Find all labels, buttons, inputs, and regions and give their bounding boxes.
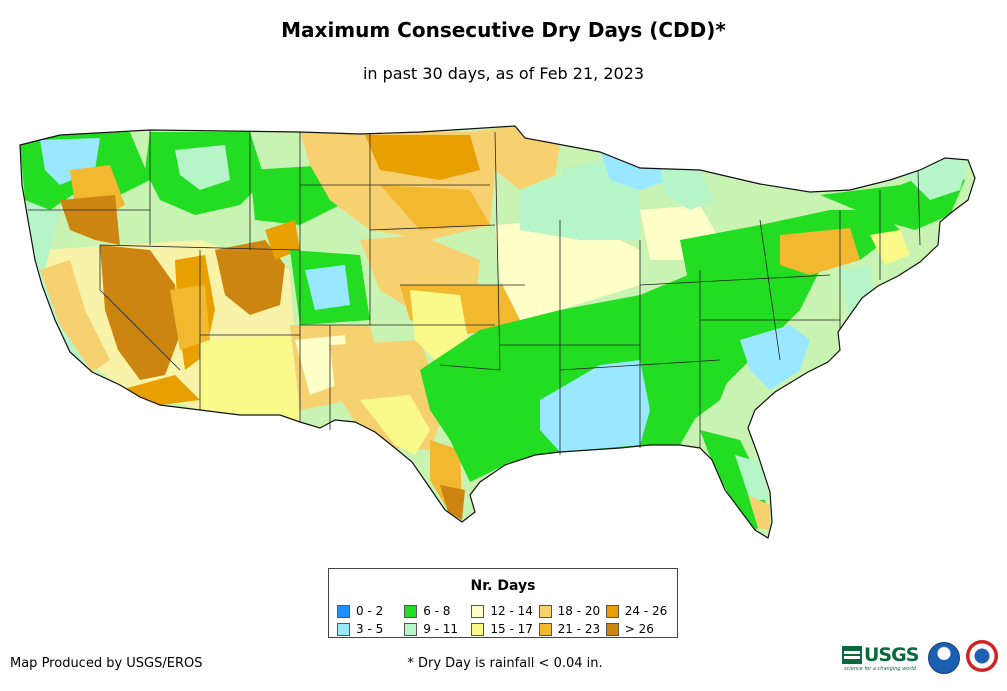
legend-item: > 26 bbox=[605, 621, 673, 637]
legend-item: 9 - 11 bbox=[404, 621, 471, 637]
legend-swatch bbox=[471, 622, 485, 636]
legend-swatch bbox=[404, 604, 418, 618]
legend-label: 12 - 14 bbox=[490, 604, 533, 618]
legend-swatch bbox=[404, 622, 418, 636]
legend-swatch bbox=[471, 604, 485, 618]
legend-swatch bbox=[337, 604, 350, 618]
legend-label: 0 - 2 bbox=[356, 604, 384, 618]
legend-swatch bbox=[538, 604, 552, 618]
legend-item: 3 - 5 bbox=[337, 621, 404, 637]
legend-label: 6 - 8 bbox=[423, 604, 451, 618]
legend-item: 12 - 14 bbox=[471, 603, 538, 619]
legend-label: 15 - 17 bbox=[490, 622, 533, 636]
usgs-mark-icon bbox=[842, 646, 862, 664]
usgs-logo-text: USGS bbox=[864, 644, 919, 666]
legend-swatch bbox=[337, 622, 350, 636]
logos: USGS science for a changing world bbox=[842, 638, 1002, 678]
usgs-tagline: science for a changing world bbox=[844, 666, 916, 672]
legend-item: 0 - 2 bbox=[337, 603, 404, 619]
legend-label: 18 - 20 bbox=[557, 604, 601, 618]
legend-swatch bbox=[605, 604, 619, 618]
noaa-logo-icon bbox=[928, 642, 960, 674]
legend-item: 24 - 26 bbox=[605, 603, 673, 619]
legend-item: 18 - 20 bbox=[538, 603, 606, 619]
nws-logo-icon bbox=[966, 640, 998, 672]
legend-label: 24 - 26 bbox=[624, 604, 668, 618]
map-subtitle: in past 30 days, as of Feb 21, 2023 bbox=[362, 64, 645, 83]
legend-swatch bbox=[605, 622, 619, 636]
legend-item: 21 - 23 bbox=[538, 621, 606, 637]
legend-title: Nr. Days bbox=[470, 578, 536, 594]
legend-item: 15 - 17 bbox=[471, 621, 538, 637]
map-title: Maximum Consecutive Dry Days (CDD)* bbox=[281, 18, 726, 42]
legend: Nr. Days 0 - 2 6 - 8 12 - 14 18 - 20 24 - 26… bbox=[328, 568, 678, 638]
legend-label: > 26 bbox=[624, 622, 654, 636]
cdd-map bbox=[19, 125, 976, 539]
legend-item: 6 - 8 bbox=[404, 603, 471, 619]
usgs-logo: USGS bbox=[842, 644, 919, 666]
legend-grid: 0 - 2 6 - 8 12 - 14 18 - 20 24 - 26 3 - 5 9 - … bbox=[337, 603, 673, 637]
legend-swatch bbox=[538, 622, 552, 636]
legend-label: 9 - 11 bbox=[423, 622, 459, 636]
legend-label: 3 - 5 bbox=[356, 622, 384, 636]
legend-label: 21 - 23 bbox=[557, 622, 601, 636]
credit-text: Map Produced by USGS/EROS bbox=[10, 656, 203, 671]
dry-day-footnote: * Dry Day is rainfall < 0.04 in. bbox=[407, 656, 603, 671]
